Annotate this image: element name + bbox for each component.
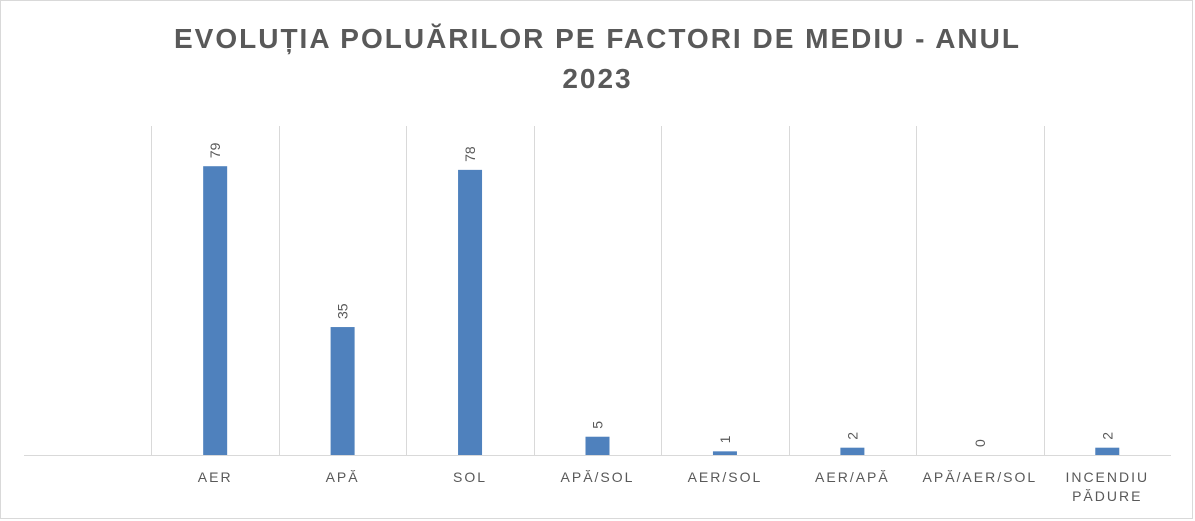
bar bbox=[585, 436, 610, 455]
x-tick-label: APĂ/SOL bbox=[561, 469, 635, 485]
x-tick-label: SOL bbox=[453, 469, 487, 485]
x-tick-label: APĂ bbox=[326, 469, 360, 485]
data-label: 2 bbox=[844, 432, 860, 440]
data-label: 0 bbox=[972, 439, 988, 447]
x-tick-label: AER/SOL bbox=[688, 469, 763, 485]
bar bbox=[1095, 447, 1120, 455]
bar bbox=[458, 169, 483, 455]
data-label: 1 bbox=[717, 435, 733, 443]
x-tick-label: INCENDIU bbox=[1065, 469, 1149, 485]
bar bbox=[203, 166, 228, 455]
x-tick-label: PĂDURE bbox=[1072, 488, 1142, 504]
bar bbox=[330, 327, 355, 455]
data-label: 35 bbox=[335, 303, 351, 319]
x-tick-label: AER bbox=[198, 469, 233, 485]
bar bbox=[712, 451, 737, 455]
x-tick-label: AER/APĂ bbox=[815, 469, 890, 485]
data-label: 5 bbox=[590, 421, 606, 429]
chart-title-line-2: 2023 bbox=[562, 63, 633, 94]
chart-title-line-1: EVOLUȚIA POLUĂRILOR PE FACTORI DE MEDIU … bbox=[174, 23, 1021, 54]
data-label: 78 bbox=[462, 146, 478, 162]
chart-title: EVOLUȚIA POLUĂRILOR PE FACTORI DE MEDIU … bbox=[1, 19, 1194, 99]
data-label: 79 bbox=[207, 142, 223, 158]
bar bbox=[840, 447, 865, 455]
x-tick-label: APĂ/AER/SOL bbox=[923, 469, 1038, 485]
data-label: 2 bbox=[1099, 432, 1115, 440]
